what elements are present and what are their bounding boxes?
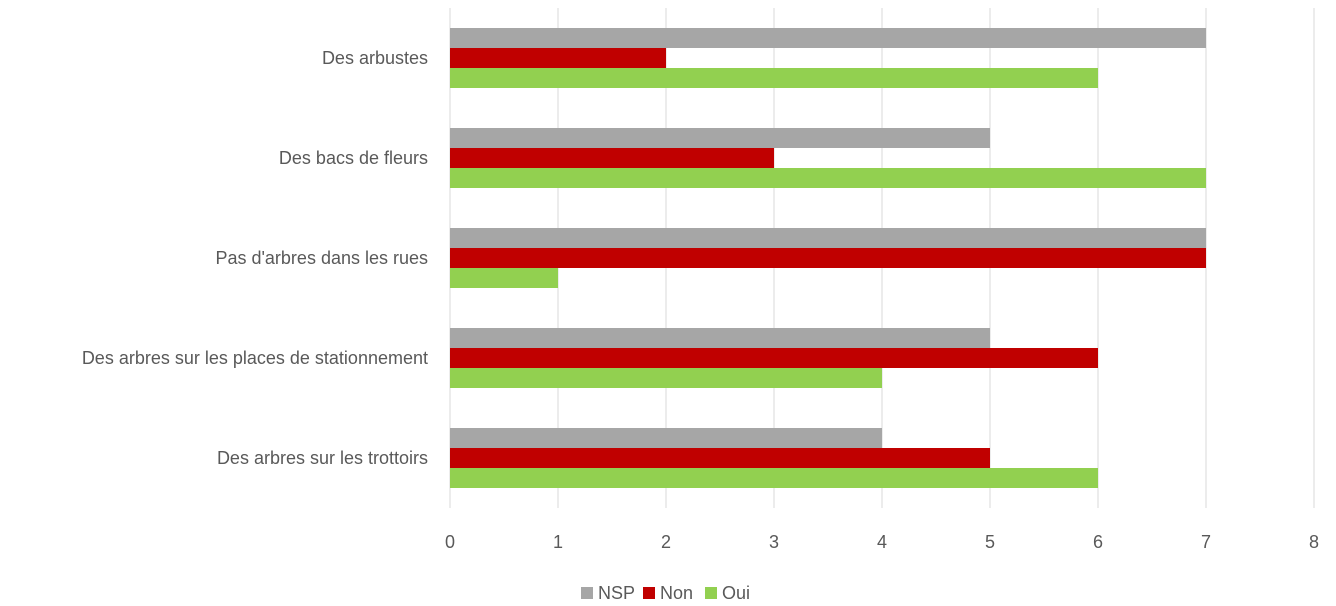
bar-nsp xyxy=(450,328,990,348)
bar-non xyxy=(450,148,774,168)
bar-nsp xyxy=(450,228,1206,248)
x-tick-label: 7 xyxy=(1201,532,1211,552)
x-tick-label: 6 xyxy=(1093,532,1103,552)
x-axis-tick-labels: 0 1 2 3 4 5 6 7 8 xyxy=(445,532,1319,552)
bar-non xyxy=(450,348,1098,368)
category-label: Des arbres sur les trottoirs xyxy=(217,448,428,468)
legend-label-non: Non xyxy=(660,583,693,603)
category-labels: Des arbustes Des bacs de fleurs Pas d'arbr… xyxy=(82,48,428,468)
bar-oui xyxy=(450,468,1098,488)
bar-non xyxy=(450,48,666,68)
x-tick-label: 1 xyxy=(553,532,563,552)
bars xyxy=(450,28,1206,488)
x-tick-label: 0 xyxy=(445,532,455,552)
legend: NSP Non Oui xyxy=(581,583,750,603)
bar-non xyxy=(450,448,990,468)
category-label: Des arbres sur les places de stationneme… xyxy=(82,348,428,368)
x-tick-label: 3 xyxy=(769,532,779,552)
bar-oui xyxy=(450,368,882,388)
category-label: Des arbustes xyxy=(322,48,428,68)
bar-oui xyxy=(450,68,1098,88)
bar-oui xyxy=(450,168,1206,188)
bar-nsp xyxy=(450,28,1206,48)
legend-swatch-non xyxy=(643,587,655,599)
legend-label-nsp: NSP xyxy=(598,583,635,603)
x-tick-label: 2 xyxy=(661,532,671,552)
legend-label-oui: Oui xyxy=(722,583,750,603)
x-tick-label: 8 xyxy=(1309,532,1319,552)
category-label: Pas d'arbres dans les rues xyxy=(215,248,428,268)
bar-oui xyxy=(450,268,558,288)
bar-nsp xyxy=(450,128,990,148)
bar-non xyxy=(450,248,1206,268)
category-label: Des bacs de fleurs xyxy=(279,148,428,168)
legend-swatch-oui xyxy=(705,587,717,599)
bar-nsp xyxy=(450,428,882,448)
x-tick-label: 5 xyxy=(985,532,995,552)
legend-swatch-nsp xyxy=(581,587,593,599)
x-tick-label: 4 xyxy=(877,532,887,552)
